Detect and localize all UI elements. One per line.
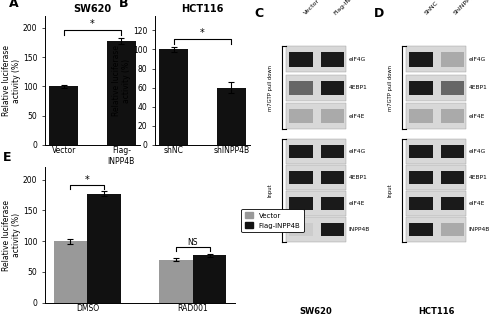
- Text: INPP4B: INPP4B: [468, 227, 490, 232]
- Bar: [440, 223, 464, 236]
- Bar: [320, 223, 344, 236]
- Bar: [440, 81, 464, 95]
- Text: Flag-INPP4B: Flag-INPP4B: [332, 0, 362, 16]
- Bar: [440, 171, 464, 184]
- Text: D: D: [374, 7, 384, 20]
- Text: 4EBP1: 4EBP1: [348, 85, 367, 90]
- Bar: [410, 223, 433, 236]
- Bar: [160, 50, 188, 145]
- Bar: [410, 197, 433, 210]
- Text: eIF4G: eIF4G: [348, 149, 366, 154]
- Text: NS: NS: [188, 238, 198, 247]
- Bar: [286, 139, 346, 164]
- Bar: [286, 103, 346, 129]
- Text: B: B: [119, 0, 128, 10]
- Text: Vector: Vector: [304, 0, 321, 16]
- Text: ShINPP4B: ShINPP4B: [452, 0, 477, 16]
- Text: eIF4G: eIF4G: [468, 149, 486, 154]
- Bar: [406, 103, 466, 129]
- Text: eIF4G: eIF4G: [468, 57, 486, 62]
- Bar: [320, 52, 344, 67]
- Y-axis label: Relative luciferase
activity (%): Relative luciferase activity (%): [2, 45, 21, 116]
- Text: ShNC: ShNC: [424, 0, 439, 16]
- Bar: [54, 241, 88, 303]
- Bar: [406, 166, 466, 190]
- Text: Input: Input: [388, 184, 392, 197]
- Bar: [192, 255, 226, 303]
- Bar: [107, 41, 136, 145]
- Bar: [406, 139, 466, 164]
- Text: eIF4E: eIF4E: [348, 114, 365, 119]
- Text: eIF4E: eIF4E: [468, 201, 485, 206]
- Text: eIF4E: eIF4E: [468, 114, 485, 119]
- Text: 4EBP1: 4EBP1: [468, 85, 487, 90]
- Text: 4EBP1: 4EBP1: [468, 175, 487, 180]
- Bar: [410, 81, 433, 95]
- Bar: [406, 191, 466, 215]
- Y-axis label: Relative luciferase
activity (%): Relative luciferase activity (%): [2, 200, 21, 270]
- Bar: [410, 52, 433, 67]
- Bar: [440, 52, 464, 67]
- Text: eIF4G: eIF4G: [348, 57, 366, 62]
- Bar: [320, 197, 344, 210]
- Bar: [286, 75, 346, 101]
- Text: *: *: [200, 28, 205, 38]
- Bar: [410, 109, 433, 123]
- Text: m7GTP pull down: m7GTP pull down: [388, 65, 392, 111]
- Bar: [440, 197, 464, 210]
- Bar: [286, 191, 346, 215]
- Bar: [410, 171, 433, 184]
- Bar: [440, 145, 464, 158]
- Bar: [286, 166, 346, 190]
- Bar: [88, 194, 121, 303]
- Bar: [290, 109, 313, 123]
- Text: A: A: [9, 0, 18, 10]
- Bar: [410, 145, 433, 158]
- Bar: [290, 171, 313, 184]
- Title: SW620: SW620: [74, 4, 112, 14]
- Bar: [320, 81, 344, 95]
- Legend: Vector, Flag-INPP4B: Vector, Flag-INPP4B: [241, 209, 304, 232]
- Bar: [290, 145, 313, 158]
- Text: m7GTP pull down: m7GTP pull down: [268, 65, 272, 111]
- Text: INPP4B: INPP4B: [348, 227, 370, 232]
- Bar: [290, 52, 313, 67]
- Bar: [290, 81, 313, 95]
- Text: *: *: [85, 175, 89, 185]
- Bar: [159, 260, 192, 303]
- Title: HCT116: HCT116: [182, 4, 224, 14]
- Bar: [286, 46, 346, 72]
- Bar: [320, 171, 344, 184]
- Text: C: C: [254, 7, 263, 20]
- Bar: [406, 217, 466, 242]
- Text: E: E: [3, 151, 12, 164]
- Text: eIF4E: eIF4E: [348, 201, 365, 206]
- Bar: [217, 88, 246, 145]
- Bar: [290, 223, 313, 236]
- Text: *: *: [90, 19, 95, 29]
- Text: Input: Input: [268, 184, 272, 197]
- Text: 4EBP1: 4EBP1: [348, 175, 367, 180]
- Text: HCT116: HCT116: [418, 307, 455, 316]
- Bar: [406, 75, 466, 101]
- Text: SW620: SW620: [300, 307, 332, 316]
- Bar: [320, 109, 344, 123]
- Bar: [440, 109, 464, 123]
- Bar: [50, 86, 78, 145]
- Bar: [286, 217, 346, 242]
- Bar: [290, 197, 313, 210]
- Bar: [320, 145, 344, 158]
- Y-axis label: Relative luciferase
activity (%): Relative luciferase activity (%): [112, 45, 132, 116]
- Bar: [406, 46, 466, 72]
